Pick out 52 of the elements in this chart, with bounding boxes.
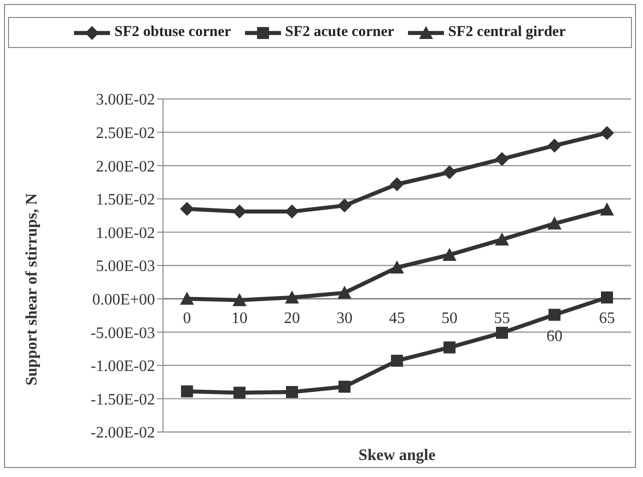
point: [601, 291, 613, 304]
point: [232, 293, 246, 306]
point: [548, 216, 562, 230]
point: [180, 292, 194, 305]
point: [600, 202, 614, 216]
legend-label: SF2 obtuse corner: [114, 24, 232, 41]
point: [390, 177, 404, 192]
x-tick-label: 10: [232, 310, 248, 327]
point: [442, 248, 456, 261]
x-axis-title: Skew angle: [358, 447, 436, 464]
point: [444, 341, 456, 354]
point: [181, 385, 193, 398]
point: [180, 202, 194, 216]
point: [232, 204, 246, 219]
y-tick-label: 1.50E-02: [96, 192, 155, 209]
legend-label: SF2 acute corner: [285, 24, 394, 41]
y-tick-label: 0.00E+00: [92, 291, 155, 308]
legend-label: SF2 central girder: [448, 24, 566, 41]
x-tick-label: 20: [284, 310, 300, 327]
point: [285, 204, 299, 219]
y-tick-label: 5.00E-03: [96, 258, 155, 276]
point: [338, 286, 352, 299]
point: [600, 126, 614, 140]
x-tick-label: 30: [336, 310, 352, 327]
x-tick-label: 50: [442, 310, 458, 327]
x-tick-label: 65: [599, 310, 615, 327]
y-tick-label: 2.50E-02: [96, 124, 155, 142]
point: [338, 380, 350, 393]
point: [285, 290, 299, 304]
point: [390, 260, 404, 274]
x-tick-label: 55: [494, 310, 510, 327]
y-axis-title: Support shear of stirrups, N: [24, 192, 41, 386]
point: [286, 386, 298, 398]
y-tick-label: -1.00E-02: [90, 358, 155, 376]
y-tick-label: -2.00E-02: [90, 424, 155, 442]
point: [548, 138, 562, 153]
point: [442, 165, 456, 180]
y-tick-label: 1.00E-02: [96, 224, 155, 242]
y-tick-label: -5.00E-03: [90, 324, 155, 342]
y-tick-label: 3.00E-02: [96, 92, 155, 109]
point: [548, 308, 560, 321]
x-tick-label: 0: [183, 310, 191, 327]
x-tick-label: 45: [389, 310, 405, 327]
point: [338, 198, 352, 213]
y-tick-label: 2.00E-02: [96, 158, 155, 176]
point: [495, 232, 509, 246]
point: [391, 354, 403, 367]
point: [234, 386, 246, 399]
point: [496, 326, 508, 339]
y-tick-label: -1.50E-02: [90, 391, 155, 408]
x-tick-label: 60: [546, 328, 562, 345]
point: [495, 152, 509, 166]
